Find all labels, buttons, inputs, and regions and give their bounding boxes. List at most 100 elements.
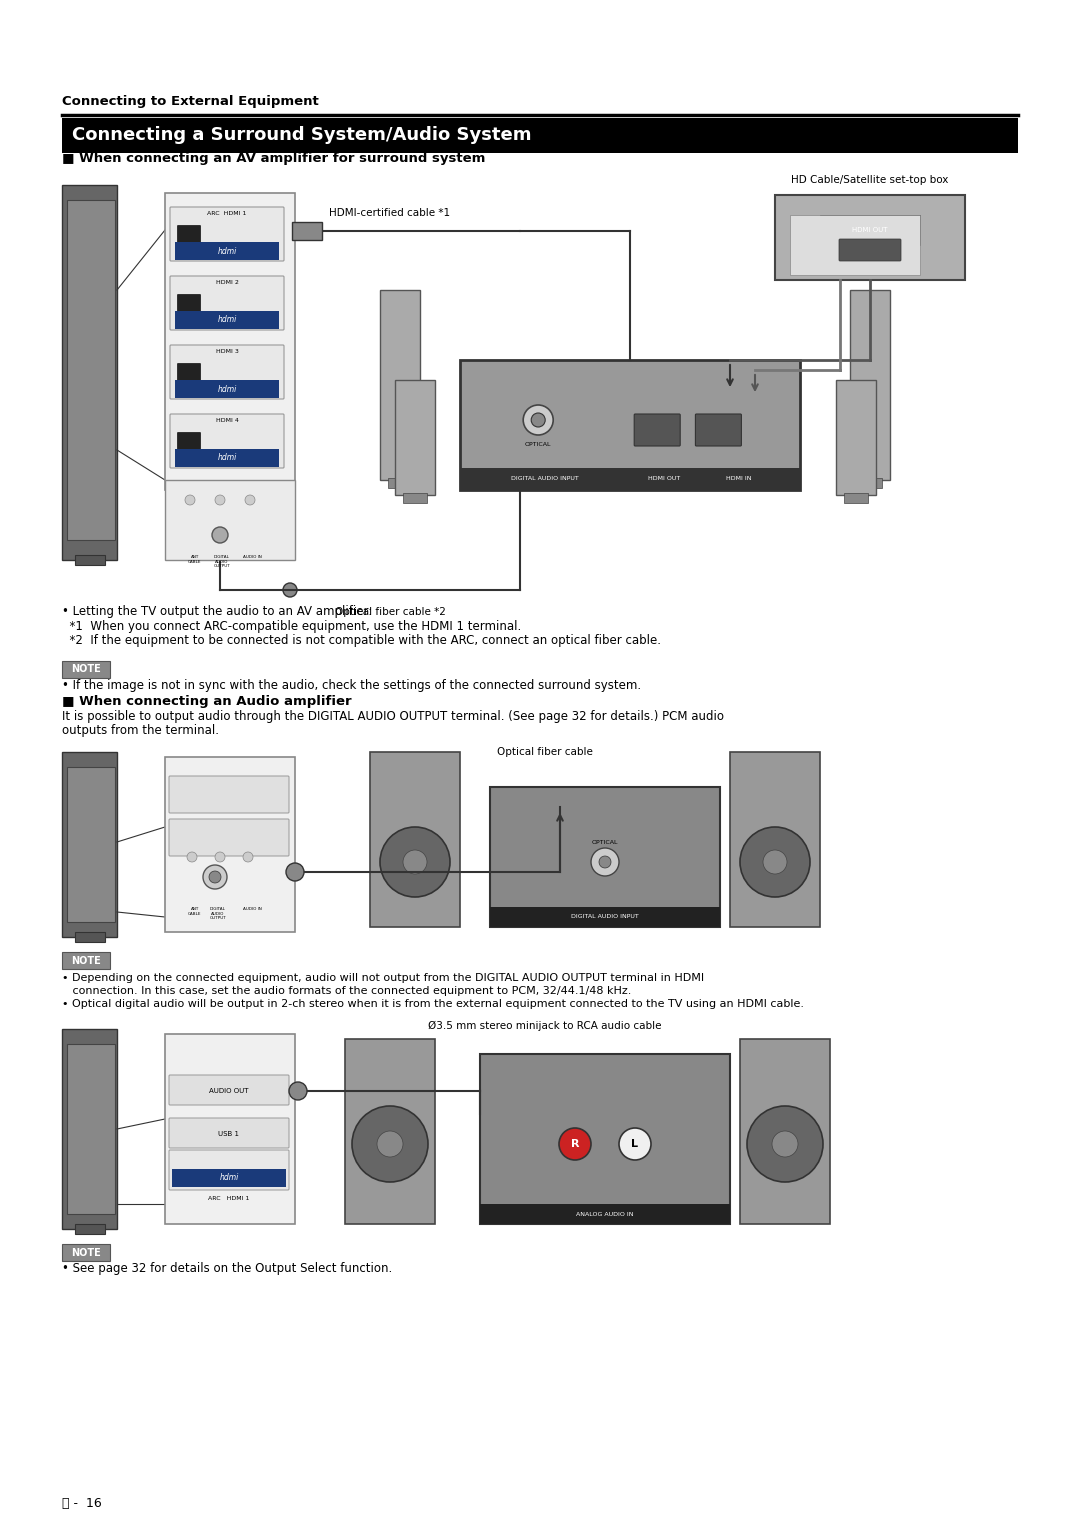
Text: hdmi: hdmi: [217, 316, 237, 325]
Circle shape: [245, 495, 255, 505]
Text: • See page 32 for details on the Output Select function.: • See page 32 for details on the Output …: [62, 1261, 392, 1275]
Bar: [67, 200, 114, 541]
Circle shape: [283, 583, 297, 597]
Circle shape: [591, 847, 619, 876]
Bar: [165, 192, 295, 490]
Text: Optical fiber cable *2: Optical fiber cable *2: [335, 608, 445, 617]
Text: HDMI-certified cable *1: HDMI-certified cable *1: [329, 208, 450, 218]
Text: R: R: [570, 1139, 579, 1148]
Bar: [62, 1029, 117, 1229]
Bar: [62, 751, 117, 938]
Bar: [62, 951, 110, 970]
Bar: [62, 185, 117, 560]
Bar: [850, 290, 890, 479]
Bar: [836, 380, 876, 495]
Bar: [480, 1203, 730, 1225]
Bar: [858, 478, 882, 489]
Text: AUDIO IN: AUDIO IN: [243, 907, 261, 912]
Circle shape: [185, 495, 195, 505]
Bar: [490, 786, 720, 927]
Text: hdmi: hdmi: [217, 246, 237, 255]
Text: • Depending on the connected equipment, audio will not output from the DIGITAL A: • Depending on the connected equipment, …: [62, 973, 704, 983]
Bar: [730, 751, 820, 927]
Bar: [490, 907, 720, 927]
Text: DIGITAL
AUDIO
OUTPUT: DIGITAL AUDIO OUTPUT: [210, 907, 227, 921]
Bar: [292, 221, 322, 240]
Text: ANT
CABLE: ANT CABLE: [188, 907, 202, 916]
Text: ■ When connecting an Audio amplifier: ■ When connecting an Audio amplifier: [62, 695, 352, 709]
Text: outputs from the terminal.: outputs from the terminal.: [62, 724, 219, 738]
Text: HDMI OUT: HDMI OUT: [852, 228, 888, 234]
Circle shape: [286, 863, 303, 881]
FancyBboxPatch shape: [177, 295, 201, 319]
Bar: [165, 479, 295, 560]
Bar: [165, 1034, 295, 1225]
Circle shape: [377, 1132, 403, 1157]
Circle shape: [559, 1128, 591, 1161]
Bar: [175, 312, 279, 328]
FancyBboxPatch shape: [168, 1075, 289, 1106]
Circle shape: [747, 1106, 823, 1182]
Circle shape: [619, 1128, 651, 1161]
FancyBboxPatch shape: [168, 776, 289, 812]
Bar: [843, 493, 868, 502]
Text: hdmi: hdmi: [217, 454, 237, 463]
Text: NOTE: NOTE: [71, 664, 100, 675]
Circle shape: [212, 527, 228, 544]
Bar: [175, 449, 279, 467]
Bar: [740, 1038, 831, 1225]
FancyBboxPatch shape: [177, 363, 201, 388]
Bar: [175, 241, 279, 260]
Text: OPTICAL: OPTICAL: [525, 443, 552, 447]
Text: HD Cable/Satellite set-top box: HD Cable/Satellite set-top box: [792, 176, 948, 185]
FancyBboxPatch shape: [168, 818, 289, 857]
Text: ■ When connecting an AV amplifier for surround system: ■ When connecting an AV amplifier for su…: [62, 153, 485, 165]
Text: Connecting to External Equipment: Connecting to External Equipment: [62, 95, 319, 108]
Text: It is possible to output audio through the DIGITAL AUDIO OUTPUT terminal. (See p: It is possible to output audio through t…: [62, 710, 724, 722]
Text: ANALOG AUDIO IN: ANALOG AUDIO IN: [577, 1211, 634, 1217]
Text: HDMI 2: HDMI 2: [216, 279, 239, 286]
Text: DIGITAL AUDIO INPUT: DIGITAL AUDIO INPUT: [571, 915, 639, 919]
Circle shape: [523, 405, 553, 435]
Bar: [395, 380, 435, 495]
Text: • Letting the TV output the audio to an AV amplifier:: • Letting the TV output the audio to an …: [62, 605, 373, 618]
Text: Optical fiber cable: Optical fiber cable: [497, 747, 593, 757]
Text: ARC  HDMI 1: ARC HDMI 1: [207, 211, 246, 215]
Text: ANT
CABLE: ANT CABLE: [188, 554, 202, 563]
FancyBboxPatch shape: [168, 1150, 289, 1190]
FancyBboxPatch shape: [634, 414, 680, 446]
Bar: [775, 195, 966, 279]
FancyBboxPatch shape: [177, 432, 201, 458]
Bar: [820, 215, 920, 244]
Text: ⓔ -  16: ⓔ - 16: [62, 1496, 102, 1510]
Circle shape: [243, 852, 253, 863]
Circle shape: [531, 412, 545, 428]
Text: L: L: [632, 1139, 638, 1148]
Circle shape: [403, 851, 427, 873]
FancyBboxPatch shape: [696, 414, 741, 446]
Circle shape: [740, 828, 810, 896]
Bar: [460, 360, 800, 490]
Bar: [370, 751, 460, 927]
Circle shape: [762, 851, 787, 873]
Bar: [62, 661, 110, 678]
FancyBboxPatch shape: [170, 345, 284, 399]
FancyBboxPatch shape: [839, 240, 901, 261]
Circle shape: [215, 852, 225, 863]
Bar: [75, 1225, 105, 1234]
Circle shape: [599, 857, 611, 867]
Bar: [380, 290, 420, 479]
Text: AUDIO IN: AUDIO IN: [243, 554, 261, 559]
Bar: [62, 118, 1018, 153]
Circle shape: [380, 828, 450, 896]
Circle shape: [210, 870, 221, 883]
Bar: [789, 215, 920, 275]
Text: HDMI OUT: HDMI OUT: [648, 476, 680, 481]
Bar: [175, 380, 279, 399]
FancyBboxPatch shape: [170, 208, 284, 261]
Text: OPTICAL: OPTICAL: [592, 840, 618, 844]
Text: *2  If the equipment to be connected is not compatible with the ARC, connect an : *2 If the equipment to be connected is n…: [62, 634, 661, 647]
Text: • Optical digital audio will be output in 2-ch stereo when it is from the extern: • Optical digital audio will be output i…: [62, 999, 804, 1009]
FancyBboxPatch shape: [177, 226, 201, 250]
Text: Ø3.5 mm stereo minijack to RCA audio cable: Ø3.5 mm stereo minijack to RCA audio cab…: [429, 1020, 662, 1031]
